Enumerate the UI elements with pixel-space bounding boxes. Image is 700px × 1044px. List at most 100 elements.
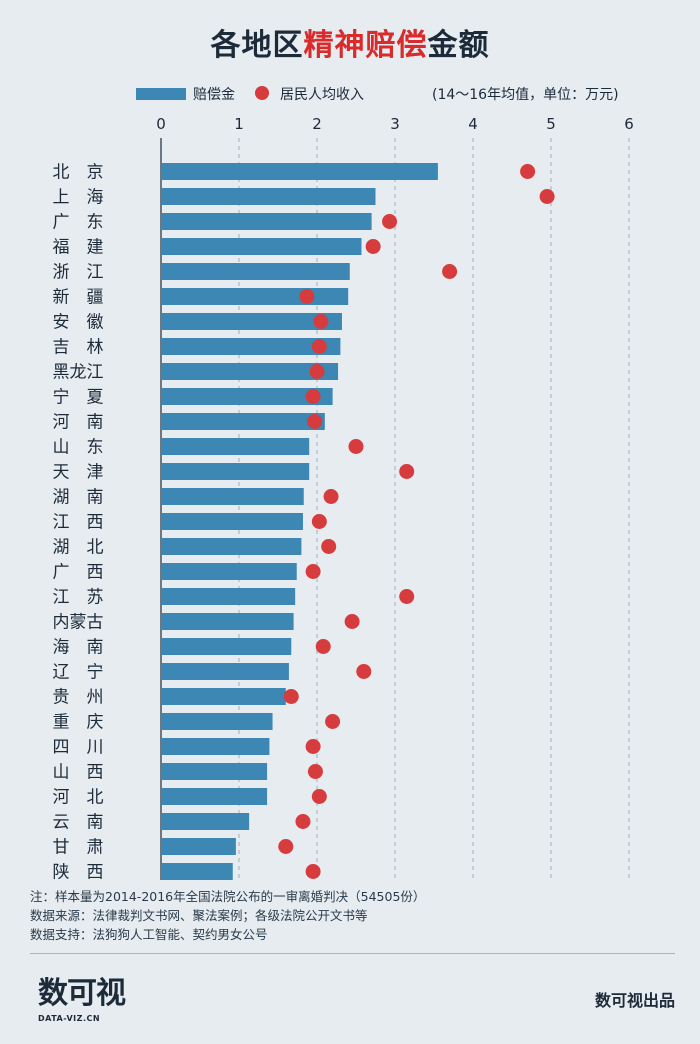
income-dot xyxy=(399,589,415,604)
bar xyxy=(161,738,270,755)
income-dot xyxy=(278,839,294,854)
category-label: 宁 夏 xyxy=(53,388,104,408)
category-label: 上 海 xyxy=(53,188,104,208)
category-label: 黑龙江 xyxy=(53,363,104,383)
category-label: 海 南 xyxy=(53,638,104,658)
bar xyxy=(161,488,304,505)
title-highlight: 精神赔偿 xyxy=(303,28,428,63)
income-dot xyxy=(309,364,325,379)
logo-subtext: DATA-VIZ.CN xyxy=(38,1014,101,1023)
income-dot xyxy=(311,789,327,804)
income-dot xyxy=(305,389,321,404)
bar xyxy=(161,763,268,780)
income-dot xyxy=(299,289,315,304)
income-dot xyxy=(399,464,415,479)
brand-logo: 数可视 DATA-VIZ.CN xyxy=(38,968,138,1028)
category-label: 湖 北 xyxy=(53,538,104,558)
income-dot xyxy=(344,614,360,629)
category-label: 福 建 xyxy=(53,238,104,258)
bar xyxy=(161,388,333,405)
category-label: 辽 宁 xyxy=(53,663,104,683)
bar xyxy=(161,513,303,530)
bar xyxy=(161,688,286,705)
category-label: 河 北 xyxy=(53,788,104,808)
bar xyxy=(161,538,302,555)
bar xyxy=(161,163,438,180)
income-dot xyxy=(307,764,323,779)
chart-legend: 赔偿金 居民人均收入 (14～16年均值，单位：万元) xyxy=(0,84,700,104)
income-dot xyxy=(283,689,299,704)
income-dot xyxy=(311,339,327,354)
income-dot xyxy=(305,564,321,579)
bar xyxy=(161,413,325,430)
title-prefix: 各地区 xyxy=(210,28,304,63)
category-label: 重 庆 xyxy=(53,713,104,733)
income-dot xyxy=(348,439,364,454)
bar xyxy=(161,363,339,380)
category-label: 云 南 xyxy=(53,813,104,833)
footer-divider xyxy=(30,953,675,954)
bar xyxy=(161,188,376,205)
x-tick-label: 2 xyxy=(312,115,322,133)
income-dot xyxy=(520,164,536,179)
income-dot xyxy=(305,739,321,754)
category-label: 广 东 xyxy=(53,213,104,233)
category-label: 内蒙古 xyxy=(53,613,104,633)
category-label: 四 川 xyxy=(53,738,104,758)
category-label: 新 疆 xyxy=(53,288,104,308)
bar xyxy=(161,613,294,630)
category-label: 贵 州 xyxy=(53,688,104,708)
bar xyxy=(161,713,273,730)
bar xyxy=(161,638,292,655)
category-label: 江 西 xyxy=(53,513,104,533)
income-dot xyxy=(313,314,329,329)
footnote-support: 数据支持：法狗狗人工智能、契约男女公号 xyxy=(30,927,268,942)
bar xyxy=(161,213,372,230)
bar xyxy=(161,238,362,255)
page-title: 各地区精神赔偿金额 xyxy=(0,20,700,64)
bar xyxy=(161,563,297,580)
income-dot xyxy=(315,639,331,654)
x-tick-label: 6 xyxy=(624,115,634,133)
legend-unit-note: (14～16年均值，单位：万元) xyxy=(432,87,619,103)
category-label: 广 西 xyxy=(53,563,104,583)
category-label: 山 西 xyxy=(53,763,104,783)
category-label: 河 南 xyxy=(53,413,104,433)
bar xyxy=(161,813,250,830)
x-tick-label: 5 xyxy=(546,115,556,133)
income-dot xyxy=(323,489,339,504)
income-dot xyxy=(382,214,398,229)
category-label: 甘 肃 xyxy=(53,838,104,858)
income-dot xyxy=(365,239,381,254)
legend-dot-label: 居民人均收入 xyxy=(280,87,364,103)
bar xyxy=(161,663,289,680)
title-suffix: 金额 xyxy=(427,28,490,63)
category-label: 山 东 xyxy=(53,438,104,458)
bar xyxy=(161,863,233,880)
category-label: 天 津 xyxy=(53,463,104,483)
income-dot xyxy=(325,714,341,729)
bar xyxy=(161,788,268,805)
x-tick-label: 1 xyxy=(234,115,244,133)
bar xyxy=(161,338,341,355)
category-label: 安 徽 xyxy=(53,313,104,333)
category-label: 陕 西 xyxy=(53,863,104,881)
category-label: 吉 林 xyxy=(53,338,104,358)
legend-dot-swatch xyxy=(255,86,269,100)
footnote-sample: 注：样本量为2014-2016年全国法院公布的一审离婚判决（54505份） xyxy=(30,889,426,904)
legend-bar-swatch xyxy=(136,88,186,100)
income-dot xyxy=(307,414,323,429)
income-dot xyxy=(311,514,327,529)
income-dot xyxy=(539,189,555,204)
x-tick-label: 0 xyxy=(156,115,166,133)
legend-bar-label: 赔偿金 xyxy=(193,87,235,103)
footnote-source: 数据来源：法律裁判文书网、聚法案例；各级法院公开文书等 xyxy=(30,908,368,923)
bar xyxy=(161,463,310,480)
income-dot xyxy=(305,864,321,879)
bar xyxy=(161,313,342,330)
category-label: 北 京 xyxy=(53,163,104,183)
bar xyxy=(161,588,296,605)
income-dot xyxy=(321,539,337,554)
logo-text: 数可视 xyxy=(38,976,126,1011)
